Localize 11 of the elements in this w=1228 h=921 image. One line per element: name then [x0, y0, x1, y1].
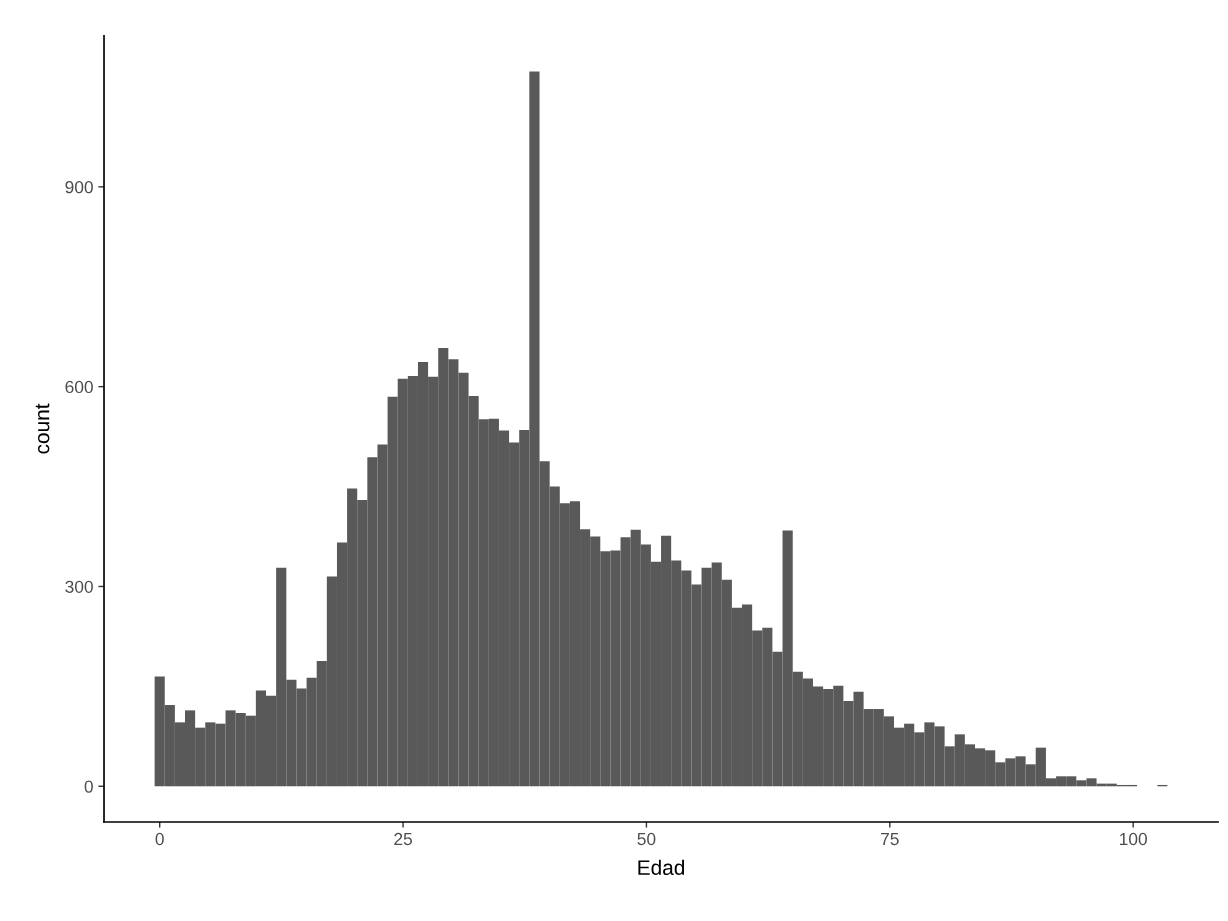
x-axis-title: Edad — [638, 859, 685, 876]
x-tick-label: 25 — [394, 832, 412, 846]
x-tick-label: 0 — [155, 832, 164, 846]
x-tick-label: 75 — [881, 833, 899, 846]
y-tick-label: 0 — [84, 780, 93, 793]
y-tick-label: 900 — [65, 181, 93, 194]
y-axis-title: count — [35, 403, 50, 454]
x-tick-label: 50 — [637, 832, 656, 846]
y-tick-label: 600 — [65, 380, 93, 394]
x-tick-label: 100 — [1120, 832, 1147, 846]
y-tick-label: 300 — [65, 580, 93, 593]
